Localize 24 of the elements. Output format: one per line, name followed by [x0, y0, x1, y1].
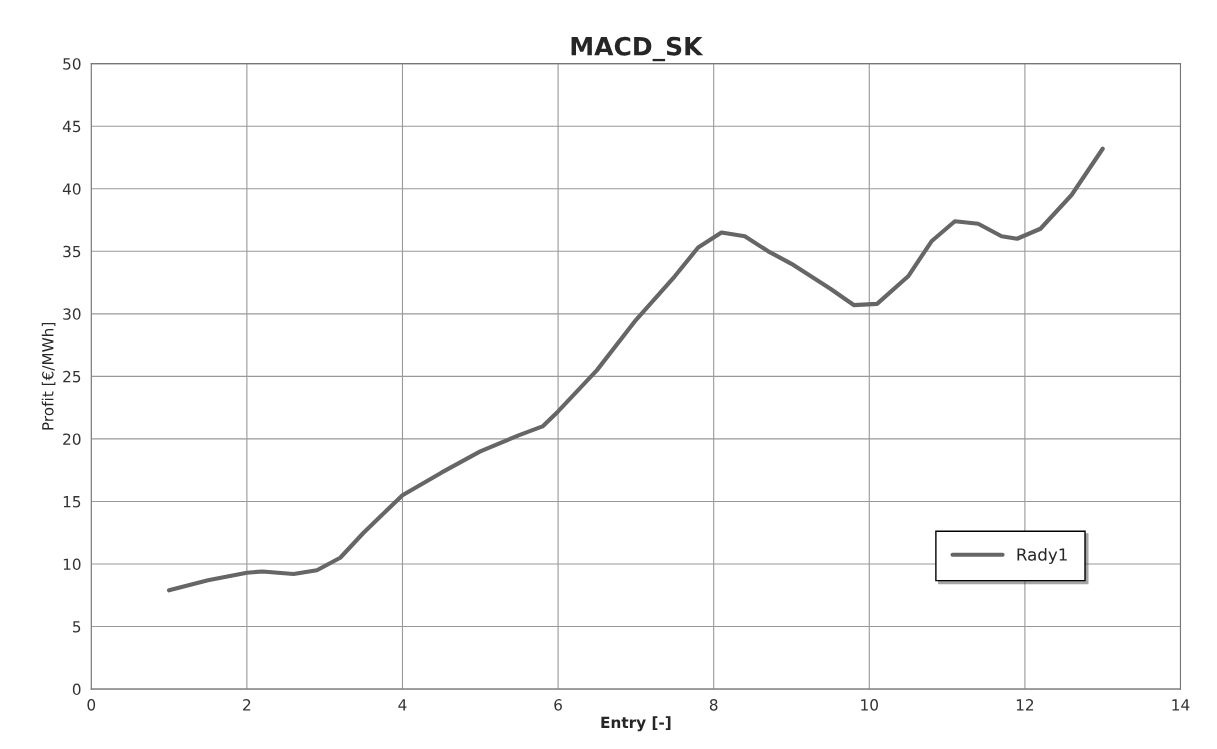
- x-axis-title: Entry [-]: [601, 716, 671, 732]
- y-tick-label: 25: [63, 370, 81, 383]
- y-tick-label: 45: [62, 120, 81, 133]
- chart-title: MACD_SK: [571, 36, 704, 62]
- y-tick-label: 5: [73, 621, 81, 633]
- y-tick-label: 10: [63, 558, 81, 571]
- y-tick-label: 35: [63, 245, 81, 258]
- x-tick-label: 10: [861, 699, 878, 711]
- legend-label: Rady1: [1017, 547, 1067, 565]
- y-tick-label: 30: [63, 308, 81, 320]
- y-tick-label: 0: [72, 683, 81, 696]
- x-tick-label: 4: [398, 699, 407, 711]
- x-tick-label: 2: [243, 699, 251, 711]
- y-tick-label: 15: [63, 496, 81, 508]
- line-series: [166, 146, 1105, 593]
- x-tick-label: 0: [87, 699, 96, 711]
- y-axis-title: Profit [€/MWh]: [41, 322, 56, 430]
- y-tick-label: 40: [62, 183, 81, 195]
- y-tick-label: 50: [63, 58, 81, 70]
- y-tick-label: 20: [63, 433, 81, 445]
- x-tick-label: 6: [554, 699, 562, 711]
- x-tick-label: 12: [1016, 699, 1034, 711]
- x-tick-label: 8: [709, 699, 718, 711]
- x-tick-label: 14: [1172, 699, 1190, 711]
